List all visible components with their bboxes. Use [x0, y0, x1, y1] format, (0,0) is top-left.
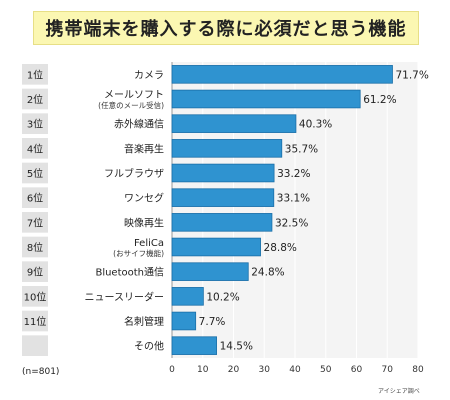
chart-title: 携帯端末を購入する際に必須だと思う機能 [33, 11, 419, 45]
bar [171, 262, 249, 281]
x-tick-label: 70 [382, 365, 394, 375]
rank-badge [22, 162, 48, 184]
bar-value-label: 35.7% [285, 143, 318, 155]
source-credit: アイシェア調べ [378, 388, 420, 395]
x-tick-label: 40 [289, 365, 301, 375]
rank-label: 5位 [27, 167, 43, 180]
bar-value-label: 40.3% [299, 119, 332, 131]
rank-label: 4位 [27, 142, 43, 155]
bar-value-label: 24.8% [251, 267, 284, 279]
rank-badge [22, 286, 48, 307]
bar-value-label: 28.8% [264, 242, 297, 254]
rank-badge [22, 138, 48, 159]
x-tick-label: 30 [259, 365, 271, 375]
category-label: その他 [134, 340, 164, 353]
bar [171, 336, 217, 355]
x-tick-label: 20 [228, 365, 240, 375]
rank-label: 11位 [24, 315, 47, 328]
rank-badge [22, 187, 48, 208]
rank-label: 1位 [27, 68, 43, 81]
bar-value-label: 10.2% [206, 291, 239, 303]
bar [171, 89, 361, 109]
category-label: カメラ [134, 69, 164, 81]
sample-size-note: (n=801) [22, 367, 60, 377]
bar [171, 311, 197, 331]
category-label: 映像再生 [124, 216, 164, 229]
bar [171, 287, 204, 306]
x-tick-label: 10 [197, 365, 209, 375]
bar-value-label: 71.7% [395, 69, 428, 81]
bar-value-label: 33.1% [277, 193, 310, 205]
rank-label: 10位 [24, 290, 47, 303]
bar [171, 213, 273, 232]
rank-label: 8位 [27, 241, 43, 254]
category-label: ワンセグ [124, 192, 164, 205]
rank-badge [22, 335, 48, 356]
rank-badge [22, 310, 48, 332]
x-tick-label: 60 [351, 365, 363, 375]
x-tick-label: 80 [412, 365, 424, 375]
category-label: 赤外線通信 [114, 118, 164, 131]
bar [171, 163, 275, 183]
rank-badge [22, 212, 48, 233]
category-label: 名刺管理 [124, 315, 164, 328]
category-label: メールソフト [104, 90, 164, 101]
bar [171, 114, 297, 133]
category-label: ニュースリーダー [85, 290, 165, 303]
bar-value-label: 32.5% [275, 217, 308, 229]
bar [171, 237, 261, 257]
x-tick-label: 50 [320, 365, 332, 375]
category-label: フルブラウザ [104, 167, 164, 180]
bar-value-label: 14.5% [220, 341, 253, 353]
category-label: Bluetooth通信 [95, 267, 164, 279]
category-label: FeliCa [134, 238, 164, 249]
rank-badge [22, 261, 48, 282]
rank-label: 6位 [27, 192, 43, 205]
bar-value-label: 7.7% [199, 316, 226, 328]
rank-label: 9位 [27, 266, 43, 279]
rank-badge [22, 88, 48, 110]
rank-badge [22, 236, 48, 258]
bar [171, 65, 393, 84]
bar [171, 188, 275, 207]
rank-label: 2位 [27, 93, 43, 106]
rank-badge [22, 64, 48, 85]
bar-value-label: 61.2% [363, 94, 396, 106]
category-sublabel: (任意のメール受信) [98, 100, 164, 110]
rank-label: 3位 [27, 118, 43, 131]
category-label: 音楽再生 [124, 142, 164, 155]
x-tick-label: 0 [169, 365, 175, 375]
rank-badge [22, 113, 48, 134]
bar-value-label: 33.2% [277, 168, 310, 180]
category-sublabel: (おサイフ機能) [113, 248, 164, 258]
bar [171, 139, 283, 158]
rank-label: 7位 [27, 216, 43, 229]
